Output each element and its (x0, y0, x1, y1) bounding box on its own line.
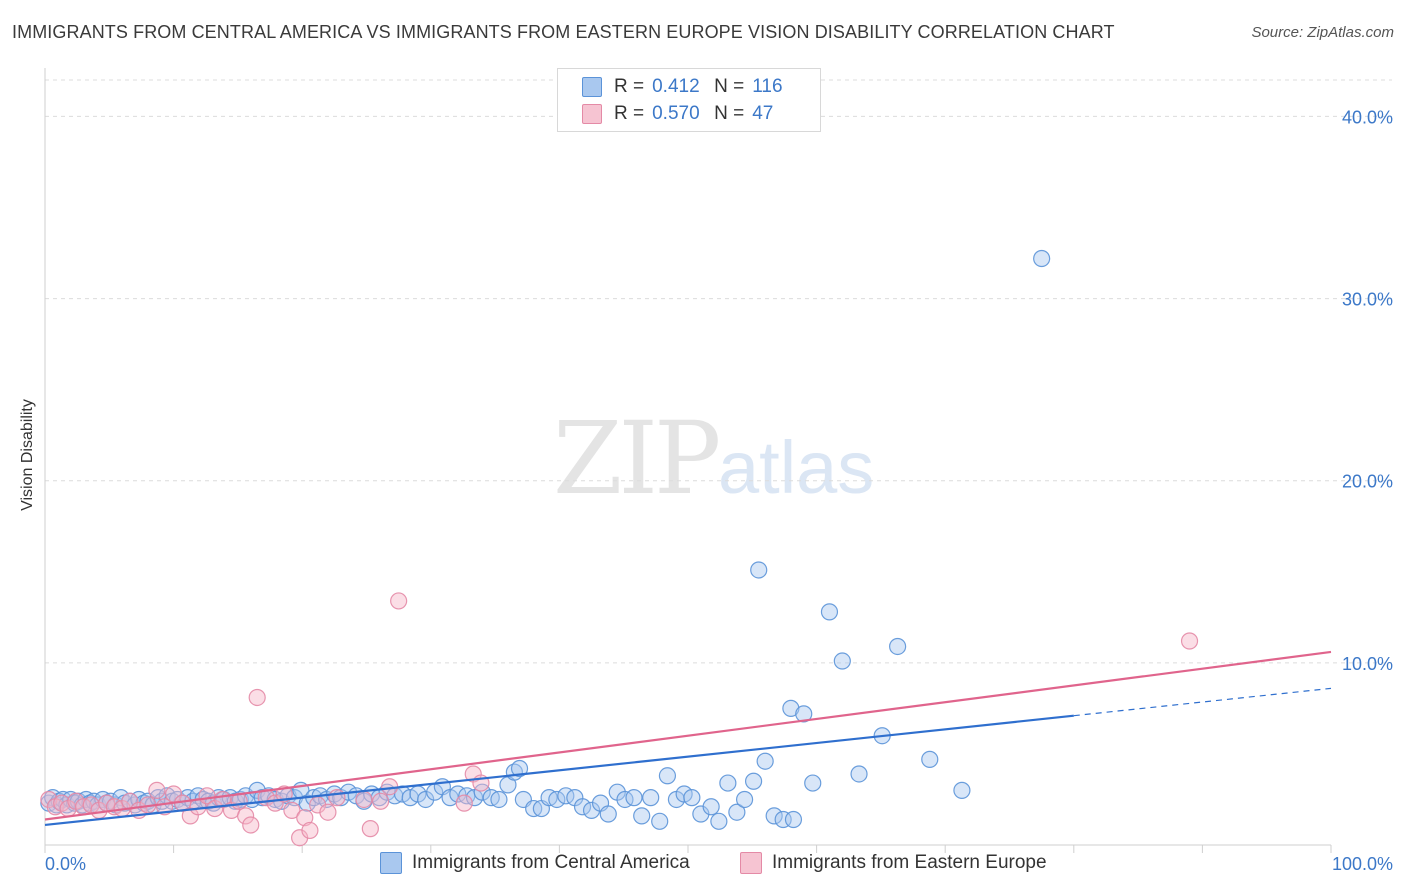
series-legend-label: Immigrants from Central America (412, 852, 690, 873)
y-tick-label: 10.0% (1342, 654, 1393, 674)
data-point-eastern-europe (390, 592, 408, 610)
legend-row-eastern-europe: R = 0.570 N = 47 (582, 102, 773, 126)
data-point-central-america (728, 803, 746, 821)
data-point-central-america (599, 805, 617, 823)
data-point-eastern-europe (275, 785, 293, 803)
data-point-central-america (804, 774, 822, 792)
legend-n-value: 47 (752, 103, 774, 124)
data-point-central-america (510, 759, 529, 778)
data-point-central-america (750, 561, 768, 579)
x-tick-label: 0.0% (45, 854, 86, 874)
data-point-eastern-europe (301, 821, 319, 840)
legend-n-value: 116 (752, 76, 783, 97)
series-legend-central-america: Immigrants from Central America (380, 852, 690, 874)
gridlines (45, 79, 1392, 664)
source-label: Source: ZipAtlas.com (1251, 24, 1394, 41)
data-point-central-america (710, 812, 728, 830)
data-point-central-america (490, 790, 508, 809)
data-point-central-america (582, 801, 601, 819)
data-point-central-america (782, 699, 800, 717)
chart-title: IMMIGRANTS FROM CENTRAL AMERICA VS IMMIG… (12, 22, 1115, 42)
data-point-central-america (702, 798, 720, 816)
series-legend-label: Immigrants from Eastern Europe (772, 852, 1047, 873)
data-point-central-america (548, 790, 566, 809)
data-point-central-america (573, 798, 592, 816)
data-point-central-america (683, 789, 701, 807)
data-point-central-america (473, 783, 491, 801)
legend-n-label: N = (714, 76, 745, 97)
series-eastern-europe-points (40, 592, 1199, 847)
data-point-eastern-europe (242, 816, 260, 834)
legend-swatch-blue (582, 77, 602, 97)
data-point-eastern-europe (283, 801, 301, 819)
data-point-central-america (658, 767, 677, 785)
data-point-central-america (633, 807, 651, 825)
correlation-legend: R = 0.412 N = 116 R = 0.570 N = 47 (557, 68, 821, 132)
data-point-central-america (820, 603, 839, 621)
data-point-central-america (1033, 249, 1051, 268)
tick-labels: 10.0% 20.0% 30.0% 40.0% 0.0% 100.0% (45, 107, 1393, 874)
data-point-eastern-europe (328, 789, 346, 807)
data-point-eastern-europe (319, 803, 337, 821)
trend-line-central-america-extension (1073, 687, 1332, 717)
legend-r-label: R = (614, 103, 645, 124)
data-point-central-america (889, 637, 907, 656)
data-point-central-america (756, 752, 774, 770)
data-point-central-america (719, 774, 737, 792)
x-tick-label: 100.0% (1332, 854, 1393, 874)
data-point-eastern-europe (372, 792, 390, 810)
legend-r-value: 0.412 (652, 76, 700, 97)
data-point-eastern-europe (455, 794, 473, 812)
data-point-eastern-europe (296, 809, 314, 827)
legend-r-label: R = (614, 76, 645, 97)
data-point-central-america (625, 789, 643, 807)
data-point-central-america (953, 781, 971, 799)
data-point-eastern-europe (148, 781, 166, 799)
trend-line-eastern-europe (44, 650, 1332, 821)
y-tick-label: 20.0% (1342, 472, 1393, 492)
legend-r-value: 0.570 (652, 103, 700, 124)
data-point-central-america (921, 750, 939, 768)
data-point-eastern-europe (1180, 632, 1199, 650)
axes (44, 68, 1332, 853)
data-point-eastern-europe (248, 688, 266, 707)
data-point-central-america (744, 772, 763, 790)
trend-lines (44, 650, 1332, 827)
legend-swatch-pink (582, 104, 602, 124)
legend-row-central-america: R = 0.412 N = 116 (582, 75, 783, 99)
watermark-zip: ZIP (553, 400, 721, 517)
legend-n-label: N = (714, 103, 745, 124)
y-tick-label: 40.0% (1342, 107, 1393, 127)
data-point-eastern-europe (361, 820, 379, 838)
data-point-central-america (765, 807, 783, 825)
series-central-america-points (40, 249, 1051, 830)
y-tick-label: 30.0% (1342, 290, 1393, 310)
data-point-central-america (795, 705, 813, 723)
data-point-eastern-europe (355, 790, 373, 809)
watermark-atlas: atlas (718, 426, 875, 509)
series-swatch-pink (740, 852, 762, 874)
trend-line-central-america (44, 714, 1074, 827)
data-point-central-america (417, 790, 435, 809)
series-legend-eastern-europe: Immigrants from Eastern Europe (740, 852, 1047, 874)
data-point-eastern-europe (237, 807, 255, 825)
data-point-central-america (850, 765, 868, 783)
data-point-central-america (784, 810, 803, 829)
series-swatch-blue (380, 852, 402, 874)
data-point-central-america (651, 812, 669, 830)
data-point-central-america (642, 789, 660, 807)
data-point-central-america (833, 652, 851, 670)
series-legend: Immigrants from Central America Immigran… (0, 852, 1406, 878)
data-point-central-america (735, 790, 754, 809)
